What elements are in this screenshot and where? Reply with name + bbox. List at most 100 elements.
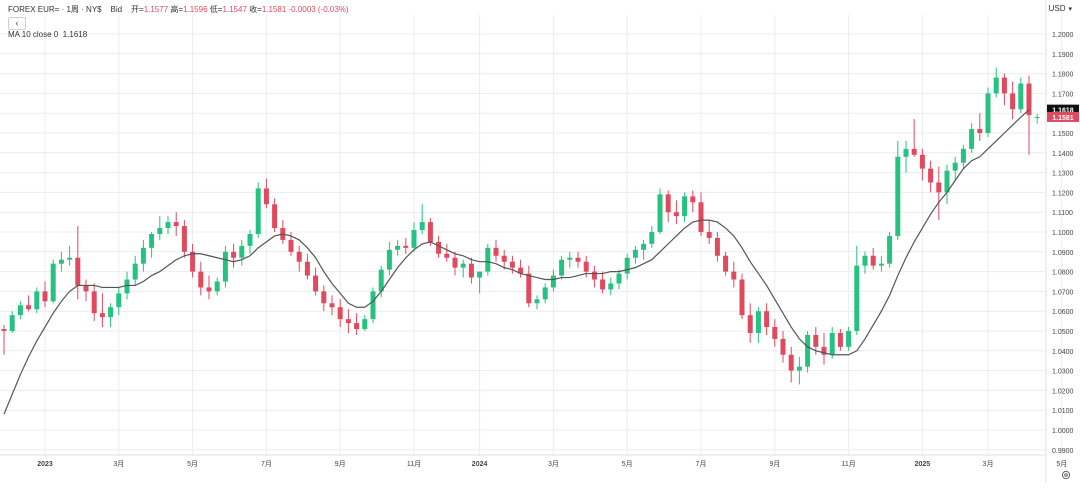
candle-up [149,233,155,248]
candle-down [575,257,581,262]
time-axis[interactable]: 20233月5月7月9月11月20243月5月7月9月11月20253月5月7月 [37,460,1080,468]
candle-up [58,259,64,264]
gear-icon[interactable] [1061,470,1071,480]
x-tick-label: 5月 [1056,460,1067,468]
y-tick-label: 1.0600 [1052,309,1074,316]
candle-down [75,257,81,286]
y-tick-label: 1.0500 [1052,329,1074,336]
candle-up [796,366,802,371]
candle-down [583,261,589,272]
candle-down [444,253,450,258]
candle-down [821,346,827,355]
candle-down [198,271,204,288]
candle-up [846,331,852,347]
candle-up [559,259,565,276]
ma-price-label-bg [1047,104,1079,115]
candle-down [690,196,696,203]
candle-up [485,247,491,272]
candle-down [723,255,729,272]
candle-down [706,232,712,238]
x-tick-label: 11月 [841,460,855,468]
candle-down [452,257,458,268]
candle-down [837,332,843,347]
candle-down [1001,77,1007,94]
ma-legend[interactable]: MA 10 close 0 1.1618 [8,30,87,39]
y-tick-label: 1.1800 [1052,72,1074,79]
candle-up [140,247,146,264]
x-tick-label: 9月 [335,460,346,468]
candle-up [411,230,417,248]
candle-up [214,281,220,292]
candle-down [190,251,196,272]
candle-up [1018,83,1024,110]
candle-down [764,311,770,328]
x-tick-label: 3月 [548,460,559,468]
candle-down [772,327,778,339]
candle-down [1010,93,1016,110]
x-tick-label: 5月 [187,460,198,468]
candle-up [477,271,483,278]
candle-up [116,293,122,308]
venue-label: NY$ [86,5,102,14]
candle-up [370,291,376,320]
candle-down [813,334,819,347]
candle-down [272,204,278,229]
candle-down [870,255,876,266]
candle-down [91,291,97,314]
candle-down [673,212,679,217]
candle-up [124,279,130,294]
candle-up [682,196,688,217]
candle-down [1,329,7,331]
close-value: 1.1581 [261,5,287,14]
collapse-legend-button[interactable]: ‹ [8,17,26,30]
high-label: 高= [170,5,184,14]
candle-down [296,251,302,262]
candle-down [731,271,737,280]
symbol-label[interactable]: FOREX EUR= [8,5,60,14]
candle-up [108,307,114,318]
y-tick-label: 1.1400 [1052,151,1074,158]
chevron-left-icon: ‹ [15,18,19,28]
candle-up [649,232,655,244]
currency-selector[interactable]: USD ▾ [1049,4,1072,13]
candle-up [895,156,901,236]
interval-label[interactable]: 1周 [66,5,79,14]
candle-up [985,93,991,133]
candle-down [591,271,597,280]
candle-down [518,267,524,274]
close-label: 收= [249,5,262,14]
candle-down [181,226,187,252]
candle-down [337,307,343,320]
candle-up [657,194,663,232]
candle-down [977,129,983,133]
candle-down [313,275,319,292]
candle-down [173,222,179,227]
candle-down [354,323,360,330]
candle-up [9,315,15,331]
candle-down [501,255,507,262]
high-value: 1.1596 [183,5,208,14]
candle-up [755,311,761,333]
candle-down [493,247,499,256]
candle-up [255,188,261,234]
y-tick-label: 1.1300 [1052,171,1074,178]
x-tick-label: 11月 [407,460,421,468]
candle-up [829,332,835,355]
candle-up [616,273,622,284]
price-axis[interactable]: 1.20001.19001.18001.17001.16001.15001.14… [1047,32,1079,455]
y-tick-label: 1.0100 [1052,408,1074,415]
low-value: 1.1547 [222,5,247,14]
candle-up [632,249,638,258]
candle-down [509,261,515,268]
y-tick-label: 1.1000 [1052,230,1074,237]
y-tick-label: 1.0200 [1052,388,1074,395]
candle-up [222,251,228,282]
x-tick-label: 5月 [622,460,633,468]
candle-up [805,334,811,367]
candle-up [903,148,909,157]
ohlc-legend: FOREX EUR= · 1周 · NY$ Bid 开=1.1577 高=1.1… [8,5,349,14]
candle-down [288,239,294,252]
x-tick-label: 3月 [113,460,124,468]
